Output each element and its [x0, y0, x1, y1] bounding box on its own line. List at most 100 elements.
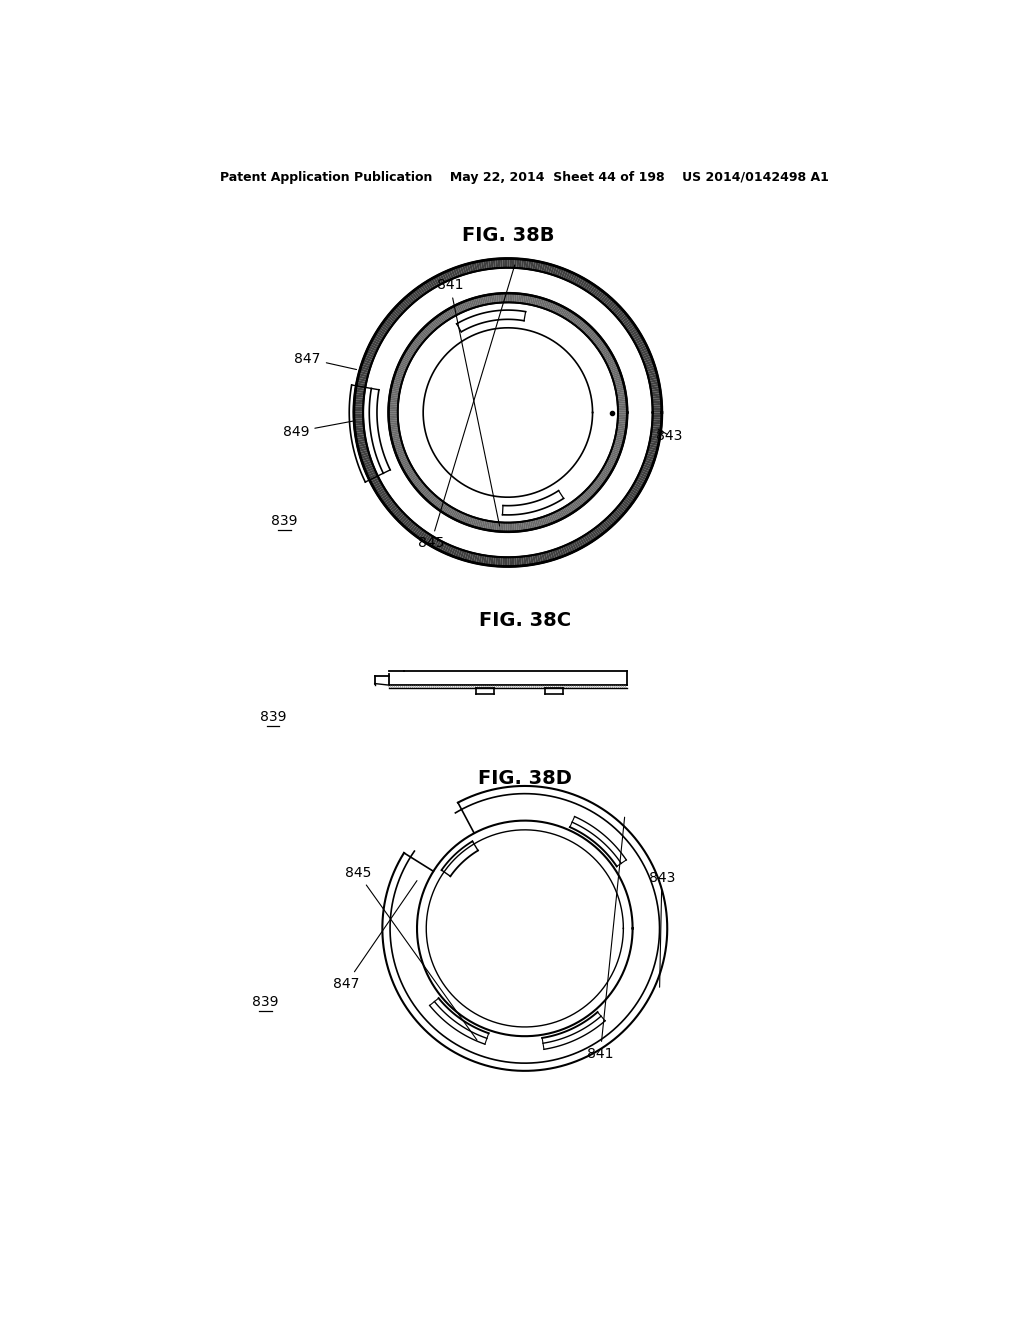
- Polygon shape: [472, 517, 476, 527]
- Polygon shape: [411, 292, 419, 300]
- Polygon shape: [617, 407, 627, 409]
- Polygon shape: [601, 348, 609, 355]
- Polygon shape: [395, 306, 403, 314]
- Polygon shape: [568, 313, 574, 321]
- Polygon shape: [392, 381, 401, 385]
- Polygon shape: [367, 469, 376, 475]
- Polygon shape: [637, 477, 646, 483]
- Polygon shape: [402, 463, 411, 470]
- Polygon shape: [590, 484, 598, 491]
- Polygon shape: [500, 523, 502, 532]
- Polygon shape: [563, 545, 568, 554]
- Polygon shape: [530, 260, 534, 269]
- Polygon shape: [390, 393, 399, 396]
- Polygon shape: [588, 487, 596, 495]
- Polygon shape: [358, 447, 368, 451]
- Polygon shape: [427, 323, 434, 331]
- Polygon shape: [602, 467, 611, 474]
- Polygon shape: [565, 271, 570, 280]
- Polygon shape: [390, 389, 400, 392]
- Polygon shape: [571, 502, 578, 511]
- Polygon shape: [652, 411, 662, 412]
- Polygon shape: [375, 486, 384, 492]
- Polygon shape: [400, 461, 410, 466]
- Polygon shape: [490, 556, 494, 566]
- Polygon shape: [630, 488, 639, 495]
- Polygon shape: [608, 457, 617, 462]
- Polygon shape: [609, 367, 618, 372]
- Polygon shape: [652, 408, 662, 411]
- Polygon shape: [650, 437, 659, 441]
- Polygon shape: [439, 543, 445, 552]
- Polygon shape: [651, 429, 660, 432]
- Polygon shape: [455, 549, 461, 558]
- Polygon shape: [497, 523, 499, 532]
- Polygon shape: [617, 313, 627, 319]
- Polygon shape: [398, 302, 407, 310]
- Polygon shape: [430, 496, 437, 504]
- Polygon shape: [421, 284, 428, 293]
- Polygon shape: [603, 354, 612, 359]
- Polygon shape: [525, 556, 529, 565]
- Polygon shape: [552, 265, 557, 276]
- Polygon shape: [431, 319, 438, 329]
- Polygon shape: [544, 552, 548, 562]
- Polygon shape: [433, 318, 440, 327]
- Polygon shape: [485, 260, 489, 269]
- Polygon shape: [454, 306, 459, 314]
- Polygon shape: [418, 484, 426, 492]
- Polygon shape: [537, 554, 541, 564]
- Polygon shape: [443, 312, 450, 319]
- Polygon shape: [395, 449, 404, 454]
- Polygon shape: [617, 422, 627, 425]
- Polygon shape: [498, 557, 501, 566]
- Polygon shape: [451, 546, 456, 556]
- Polygon shape: [598, 474, 606, 482]
- Polygon shape: [524, 521, 528, 531]
- Polygon shape: [433, 498, 440, 507]
- Polygon shape: [580, 279, 586, 288]
- Polygon shape: [395, 511, 403, 519]
- Polygon shape: [608, 363, 617, 368]
- Polygon shape: [423, 490, 431, 498]
- Polygon shape: [568, 504, 574, 512]
- Polygon shape: [617, 403, 627, 405]
- Polygon shape: [398, 455, 408, 461]
- Polygon shape: [454, 511, 459, 519]
- Polygon shape: [630, 330, 639, 337]
- Polygon shape: [498, 259, 501, 268]
- Polygon shape: [379, 491, 388, 498]
- Polygon shape: [417, 286, 424, 296]
- Polygon shape: [401, 358, 411, 363]
- Polygon shape: [488, 294, 492, 304]
- Polygon shape: [547, 515, 552, 524]
- Polygon shape: [398, 364, 408, 370]
- Polygon shape: [446, 309, 453, 318]
- Polygon shape: [607, 458, 616, 463]
- Polygon shape: [446, 271, 452, 280]
- Polygon shape: [617, 401, 627, 404]
- Polygon shape: [507, 557, 510, 566]
- Polygon shape: [422, 329, 429, 337]
- Polygon shape: [445, 506, 452, 515]
- Polygon shape: [387, 503, 395, 510]
- Polygon shape: [535, 519, 539, 528]
- Polygon shape: [593, 337, 601, 343]
- Polygon shape: [587, 284, 594, 293]
- Polygon shape: [535, 261, 539, 271]
- Polygon shape: [435, 276, 441, 285]
- Polygon shape: [605, 298, 613, 306]
- Text: Patent Application Publication    May 22, 2014  Sheet 44 of 198    US 2014/01424: Patent Application Publication May 22, 2…: [220, 172, 829, 185]
- Polygon shape: [401, 517, 410, 525]
- Polygon shape: [507, 523, 509, 532]
- Polygon shape: [479, 520, 483, 529]
- Polygon shape: [642, 354, 651, 359]
- Polygon shape: [595, 289, 602, 298]
- Polygon shape: [519, 557, 522, 566]
- Polygon shape: [398, 457, 408, 462]
- Polygon shape: [428, 495, 436, 503]
- Polygon shape: [380, 494, 389, 500]
- Polygon shape: [390, 433, 400, 436]
- Polygon shape: [400, 301, 409, 309]
- Polygon shape: [645, 363, 654, 368]
